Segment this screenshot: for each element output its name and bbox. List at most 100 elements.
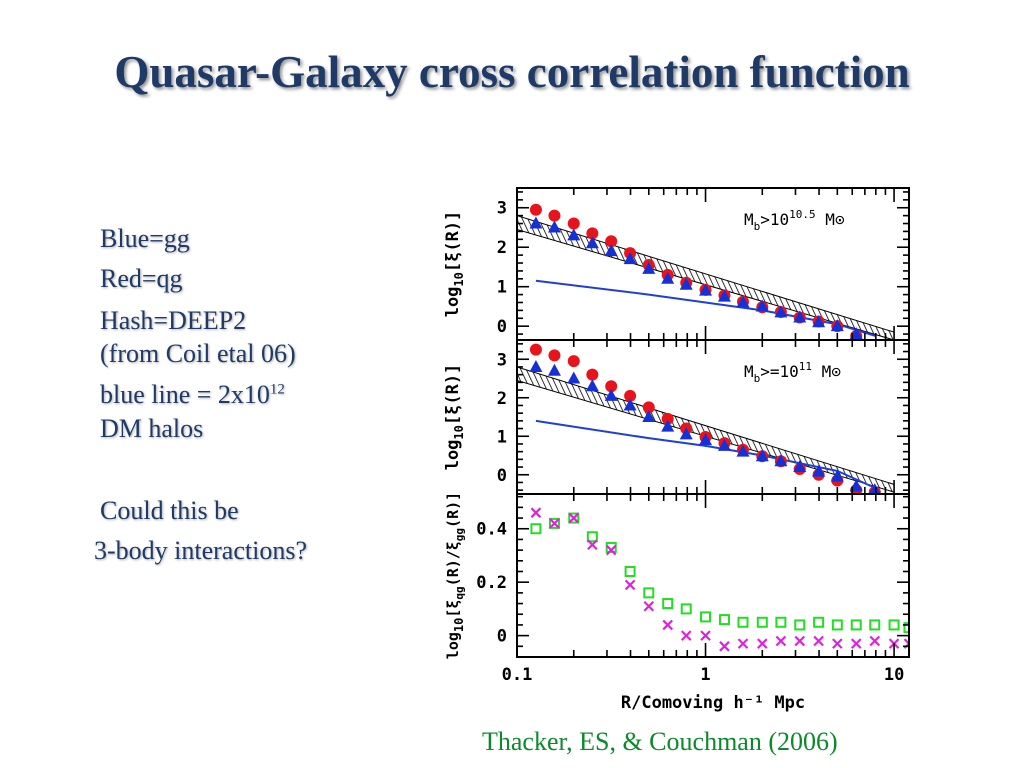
marker-gg-top-10 <box>717 289 731 302</box>
marker-ratio-b-bottom-15 <box>813 635 824 647</box>
marker-ratio-b-bottom-8 <box>680 630 692 641</box>
panel-middle-ytick-label: 2 <box>497 389 507 409</box>
marker-ratio-b-bottom-13 <box>775 635 787 647</box>
marker-ratio-b-bottom-12 <box>757 638 768 649</box>
marker-gg-middle-6 <box>642 410 656 422</box>
panel-middle-ylabel: log10[ξ(R)] <box>443 364 466 471</box>
annotation-part-1: b <box>754 220 761 233</box>
ylabel-part-2: qg <box>453 586 466 599</box>
annotation-part-2: >=10 <box>760 362 799 381</box>
marker-ratio-a-bottom-19 <box>888 619 900 631</box>
x-axis-label: R/Comoving h⁻¹ Mpc <box>621 693 805 713</box>
marker-gg-middle-14 <box>793 460 807 473</box>
panel-top-plot-area <box>517 203 895 340</box>
panel-top-ytick-label: 3 <box>497 199 507 219</box>
marker-ratio-a-bottom-18 <box>869 619 881 631</box>
marker-ratio-a-bottom-17 <box>850 619 862 631</box>
marker-ratio-b-bottom-9 <box>700 630 711 641</box>
note-blue-gg: Blue=gg <box>100 224 190 253</box>
marker-ratio-a-bottom-16 <box>831 619 843 631</box>
panel-bottom-ytick-label: 0 <box>497 627 507 647</box>
note-blue-line: blue line = 2x1012 <box>100 380 285 410</box>
marker-gg-top-5 <box>623 252 637 265</box>
marker-gg-middle-15 <box>812 464 826 477</box>
dm-halo-line-middle <box>535 419 877 490</box>
marker-ratio-b-bottom-5 <box>624 579 636 591</box>
marker-ratio-a-bottom-11 <box>737 616 749 628</box>
marker-ratio-a-bottom-3 <box>586 531 598 543</box>
marker-gg-middle-12 <box>755 449 769 462</box>
marker-ratio-a-bottom-6 <box>643 587 655 599</box>
ylabel-body: [ξ(R)] <box>443 364 463 425</box>
marker-gg-top-1 <box>547 220 561 233</box>
marker-gg-top-4 <box>604 244 618 257</box>
marker-qg-middle-1 <box>548 349 561 362</box>
panel-middle-ytick-label: 0 <box>497 466 507 486</box>
marker-gg-top-2 <box>567 228 581 241</box>
marker-gg-middle-18 <box>868 483 881 494</box>
marker-gg-middle-11 <box>736 444 750 457</box>
marker-gg-middle-16 <box>830 469 844 482</box>
marker-qg-middle-7 <box>661 412 674 425</box>
panel-top-ytick-label: 0 <box>497 317 507 337</box>
marker-gg-middle-9 <box>699 433 713 446</box>
marker-ratio-b-bottom-14 <box>794 635 806 647</box>
marker-ratio-a-bottom-7 <box>662 598 674 610</box>
ylabel-part-4: gg <box>453 528 466 541</box>
note-blue-line-prefix: blue line = 2x10 <box>100 380 270 409</box>
annotation-part-5: ⊙ <box>831 362 841 381</box>
ylabel-body: [ξ(R)] <box>443 211 463 272</box>
marker-qg-middle-0 <box>529 343 542 356</box>
ylabel-part-5: (R)] <box>444 492 462 528</box>
panel-top-annotation: Mb>1010.5 M⊙ <box>744 208 845 233</box>
panel-bottom-ytick-label: 0.2 <box>476 573 507 593</box>
marker-qg-top-4 <box>605 235 618 248</box>
marker-gg-top-15 <box>812 315 826 328</box>
panel-bottom-plot-area <box>530 507 909 652</box>
marker-ratio-b-bottom-2 <box>568 512 580 524</box>
marker-ratio-a-bottom-1 <box>548 517 560 529</box>
annotation-part-0: M <box>744 362 754 381</box>
marker-gg-middle-3 <box>585 379 599 392</box>
xtick-label: 0.1 <box>502 665 533 685</box>
marker-ratio-b-bottom-7 <box>662 619 673 631</box>
marker-qg-top-1 <box>548 209 561 222</box>
marker-ratio-a-bottom-0 <box>530 523 542 535</box>
note-hash-source: (from Coil etal 06) <box>100 339 296 368</box>
annotation-part-1: b <box>754 372 761 385</box>
note-question-line1: Could this be <box>100 496 239 525</box>
marker-gg-top-12 <box>755 299 769 312</box>
marker-gg-top-9 <box>699 283 713 296</box>
panel-bottom-ylabel: log10[ξqg(R)/ξgg(R)] <box>444 492 466 659</box>
marker-ratio-a-bottom-15 <box>813 616 825 628</box>
marker-qg-middle-2 <box>567 355 580 368</box>
marker-qg-middle-4 <box>605 380 618 393</box>
marker-gg-top-6 <box>642 261 656 274</box>
xtick-label: 10 <box>884 665 904 685</box>
panel-top-ytick-label: 1 <box>497 278 507 298</box>
marker-ratio-a-bottom-12 <box>756 616 768 628</box>
marker-ratio-b-bottom-18 <box>869 635 881 647</box>
marker-ratio-b-bottom-6 <box>643 600 655 612</box>
annotation-part-4: M <box>816 210 835 229</box>
ylabel-part-3: (R)/ξ <box>444 541 462 586</box>
panel-bottom-frame <box>516 493 910 658</box>
marker-ratio-b-bottom-11 <box>737 638 749 649</box>
marker-ratio-b-bottom-1 <box>549 518 560 529</box>
marker-gg-middle-10 <box>717 438 731 451</box>
marker-gg-top-3 <box>585 236 599 249</box>
citation: Thacker, ES, & Couchman (2006) <box>482 727 838 756</box>
annotation-part-2: >10 <box>760 210 789 229</box>
panel-middle-annotation: Mb>=1011 M⊙ <box>744 360 841 385</box>
marker-ratio-a-bottom-20 <box>903 622 909 634</box>
marker-gg-middle-5 <box>623 398 637 411</box>
marker-gg-middle-13 <box>774 454 788 467</box>
panel-middle-plot-area <box>517 343 895 494</box>
marker-qg-top-0 <box>529 203 542 216</box>
marker-gg-top-16 <box>830 319 844 332</box>
marker-qg-top-2 <box>567 217 580 230</box>
note-red-qg: Red=qg <box>100 264 183 293</box>
marker-gg-top-7 <box>661 271 675 284</box>
panel-middle-ytick-label: 3 <box>497 350 507 370</box>
marker-qg-top-3 <box>586 227 599 240</box>
